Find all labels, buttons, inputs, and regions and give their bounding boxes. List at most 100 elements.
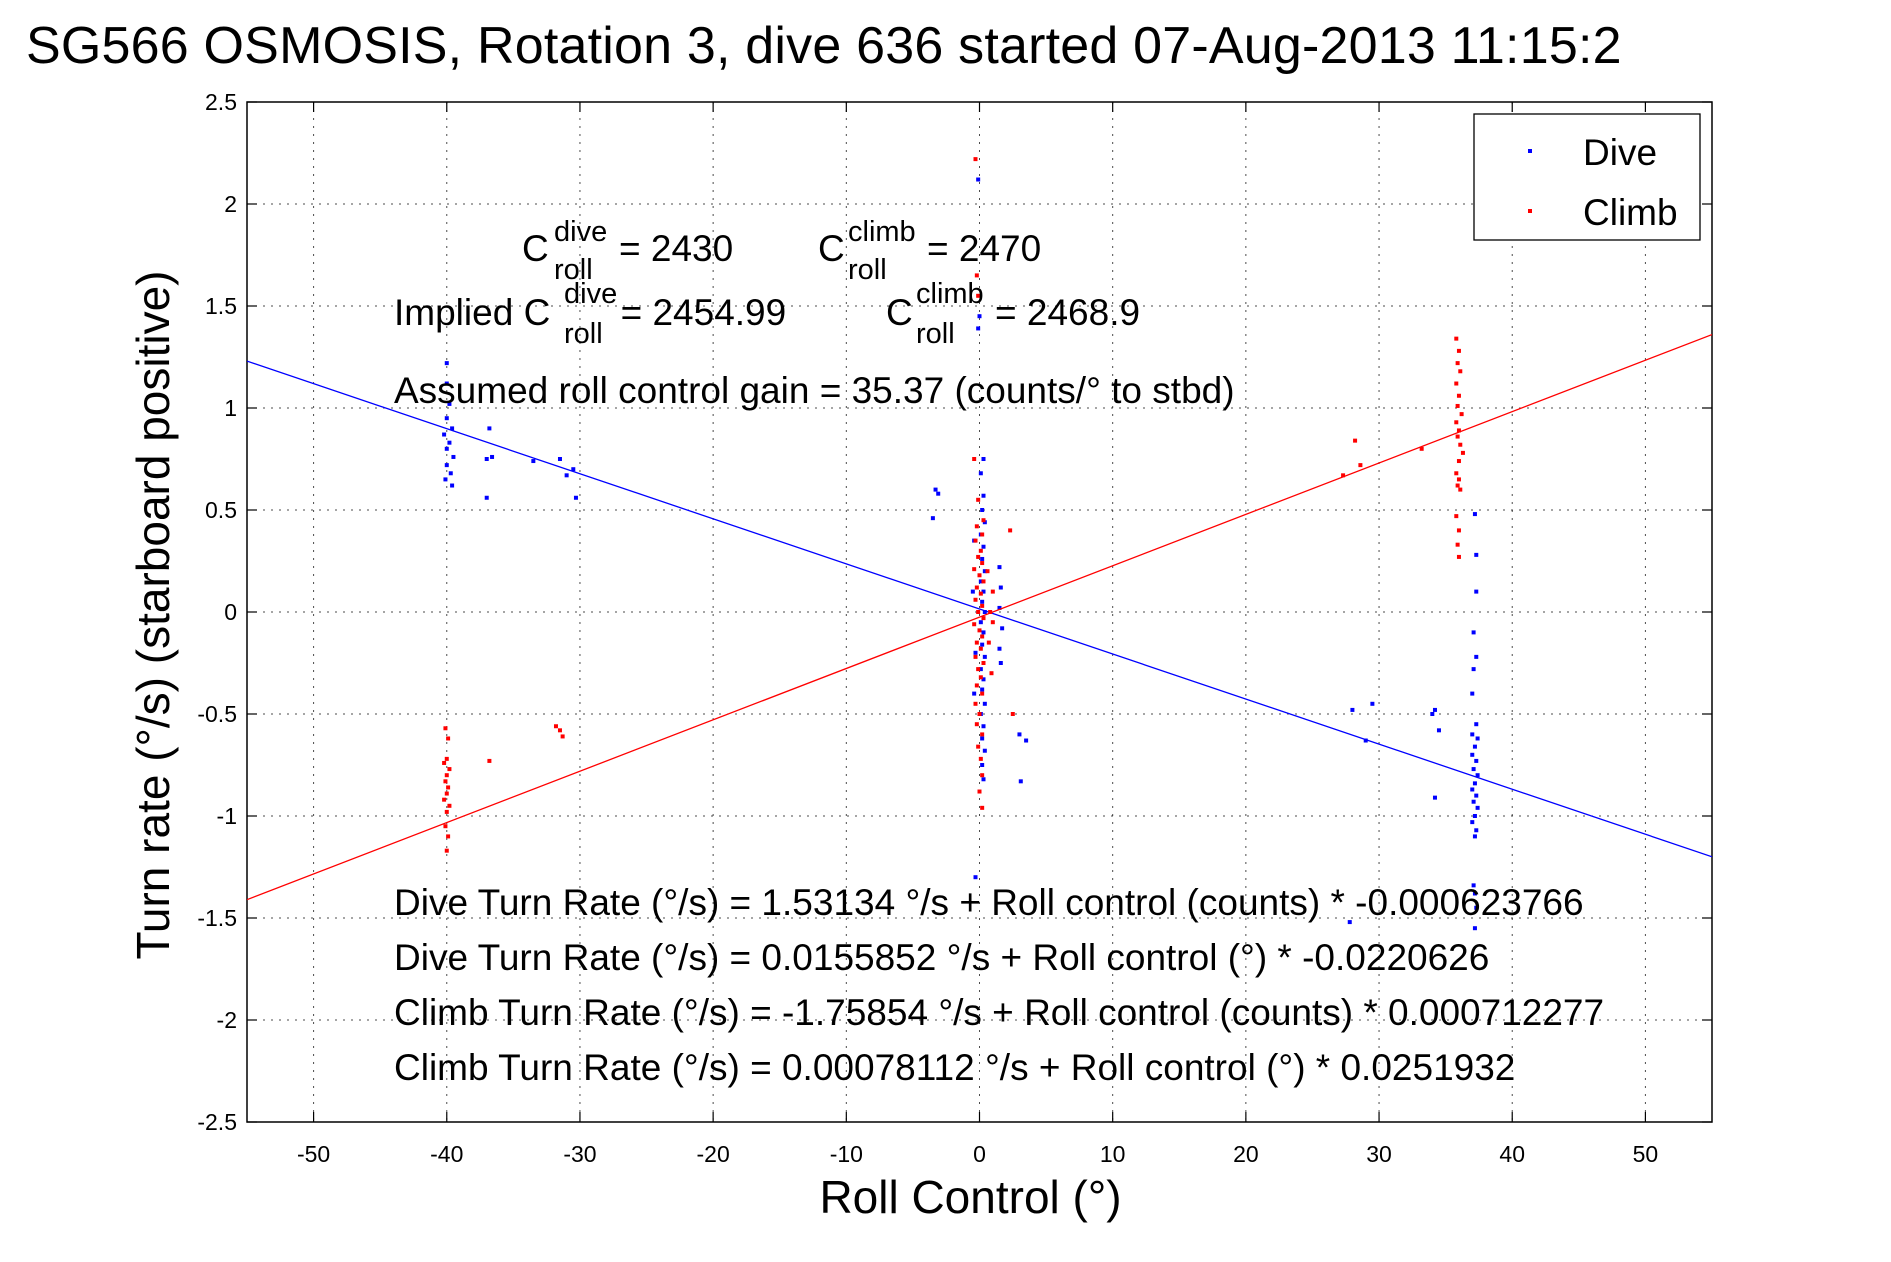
dive-point xyxy=(978,471,983,476)
climb-point xyxy=(1456,554,1461,559)
climb-point xyxy=(980,805,985,810)
dive-point xyxy=(1474,793,1479,798)
climb-point xyxy=(444,848,449,853)
dive-point xyxy=(1470,732,1475,737)
y-axis-label: Turn rate (°/s) (starboard positive) xyxy=(127,270,179,960)
dive-point xyxy=(490,454,495,459)
dive-point xyxy=(444,416,449,421)
y-tick-label: 0 xyxy=(224,599,237,625)
dive-point xyxy=(981,777,986,782)
climb-point xyxy=(1456,528,1461,533)
dive-point xyxy=(998,585,1003,590)
dive-point xyxy=(997,646,1002,651)
climb-point xyxy=(447,803,452,808)
c-roll-dive-symbol: C xyxy=(522,228,549,270)
annotation-c-roll-dive: C = 2430 dive roll xyxy=(522,216,734,286)
annotation-implied-dive: Implied C = 2454.99 dive roll xyxy=(394,278,786,350)
dive-point xyxy=(1472,891,1477,896)
annotation-eq-dive-counts: Dive Turn Rate (°/s) = 1.53134 °/s + Rol… xyxy=(394,882,1584,923)
dive-point xyxy=(1472,814,1477,818)
dive-point xyxy=(1347,920,1352,925)
climb-point xyxy=(978,591,983,596)
dive-point xyxy=(1471,799,1476,804)
y-tick-label: 1 xyxy=(224,395,237,421)
climb-point xyxy=(976,293,981,298)
dive-point xyxy=(982,520,987,525)
legend-box xyxy=(1473,113,1701,241)
climb-point xyxy=(980,532,985,537)
climb-point xyxy=(974,683,979,688)
climb-point xyxy=(973,597,978,602)
x-axis-label: Roll Control (°) xyxy=(819,1171,1122,1223)
climb-point xyxy=(980,603,985,608)
dive-point xyxy=(980,642,985,647)
climb-point xyxy=(1456,428,1461,433)
x-tick-label: -40 xyxy=(430,1141,463,1167)
dive-point xyxy=(997,565,1002,570)
climb-point xyxy=(1458,369,1463,374)
climb-point xyxy=(487,758,492,763)
climb-point xyxy=(990,589,995,594)
climb-point xyxy=(973,654,978,659)
c-roll-dive-base: C xyxy=(522,228,549,269)
dive-point xyxy=(933,487,938,492)
climb-point xyxy=(444,809,449,814)
chart-title: SG566 OSMOSIS, Rotation 3, dive 636 star… xyxy=(26,17,1622,75)
climb-point xyxy=(553,724,558,729)
dive-point xyxy=(1472,834,1477,839)
climb-point xyxy=(988,610,993,614)
climb-point xyxy=(990,620,995,625)
climb-point xyxy=(1456,477,1461,482)
dive-point xyxy=(978,579,983,584)
y-tick-label: -0.5 xyxy=(197,701,237,727)
c-roll-dive-value: = 2430 xyxy=(608,228,734,269)
dive-point xyxy=(970,589,975,594)
x-tick-label: 50 xyxy=(1633,1141,1659,1167)
dive-point xyxy=(444,446,449,451)
c-roll-dive-sup: dive xyxy=(554,216,608,248)
dive-point xyxy=(1474,758,1479,763)
dive-point xyxy=(980,736,985,741)
climb-point xyxy=(443,779,448,784)
climb-point xyxy=(976,497,981,502)
dive-point xyxy=(982,748,987,753)
climb-point xyxy=(444,756,449,761)
climb-point xyxy=(980,561,985,566)
dive-point xyxy=(981,724,986,729)
dive-point xyxy=(981,589,986,594)
y-tick-label: -1.5 xyxy=(197,905,237,931)
dive-point xyxy=(487,426,492,431)
climb-point xyxy=(446,785,451,790)
dive-point xyxy=(1370,701,1375,706)
climb-point xyxy=(976,610,981,614)
x-tick-label: -50 xyxy=(297,1141,330,1167)
x-tick-label: -10 xyxy=(830,1141,863,1167)
climb-point xyxy=(442,797,447,802)
climb-point xyxy=(980,691,985,696)
climb-point xyxy=(1456,459,1461,464)
dive-point xyxy=(980,508,985,512)
climb-point xyxy=(980,773,985,778)
climb-point xyxy=(986,640,991,645)
dive-point xyxy=(444,381,449,386)
c-roll-climb-base: C xyxy=(818,228,845,269)
dive-point xyxy=(564,473,569,478)
c-roll-dive-sub: roll xyxy=(554,254,593,286)
climb-point xyxy=(1353,438,1358,443)
dive-point xyxy=(1474,654,1479,659)
dive-point xyxy=(1471,630,1476,635)
climb-point xyxy=(1455,483,1460,488)
climb-point xyxy=(978,756,983,761)
climb-point xyxy=(1460,450,1465,455)
legend-climb-label: Climb xyxy=(1583,192,1678,233)
climb-point xyxy=(1010,712,1015,716)
dive-point xyxy=(447,401,452,406)
y-tick-label: 2 xyxy=(224,191,237,217)
climb-point xyxy=(442,760,447,765)
dive-point xyxy=(982,569,987,574)
dive-point xyxy=(972,691,977,696)
climb-point xyxy=(1358,463,1363,468)
x-tick-label: 10 xyxy=(1100,1141,1126,1167)
c-roll-climb-value: = 2470 xyxy=(916,228,1042,269)
